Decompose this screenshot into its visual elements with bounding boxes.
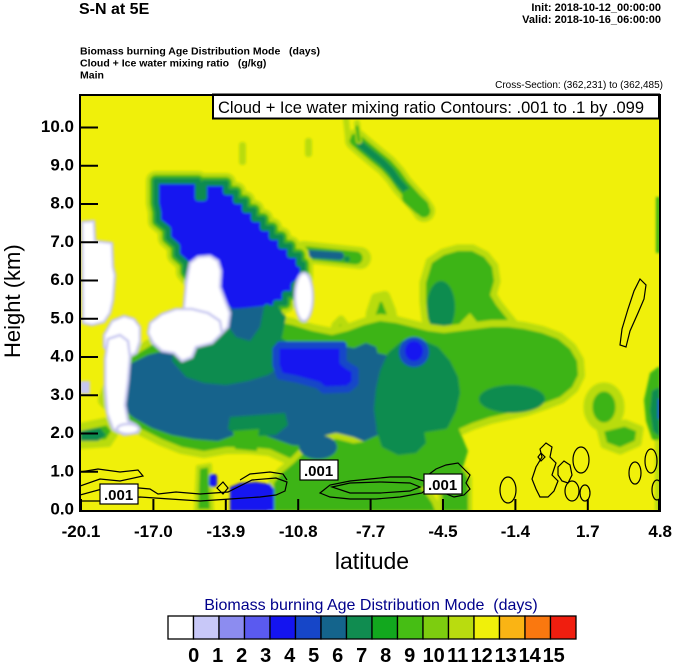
svg-text:Cloud + Ice water mixing ratio: Cloud + Ice water mixing ratio (g/kg) <box>80 58 266 70</box>
svg-text:4: 4 <box>284 645 296 667</box>
svg-text:.001: .001 <box>304 463 333 480</box>
svg-text:-10.8: -10.8 <box>279 522 318 541</box>
svg-text:10.0: 10.0 <box>41 117 74 136</box>
svg-text:S-N at 5E: S-N at 5E <box>79 1 150 18</box>
svg-text:15: 15 <box>543 645 565 667</box>
svg-text:9.0: 9.0 <box>50 155 74 174</box>
svg-text:-13.9: -13.9 <box>206 522 245 541</box>
svg-text:Biomass burning Age Distributi: Biomass burning Age Distribution Mode (d… <box>204 597 538 614</box>
svg-text:10: 10 <box>423 645 445 667</box>
svg-text:3.0: 3.0 <box>50 385 74 404</box>
svg-text:6.0: 6.0 <box>50 270 74 289</box>
svg-text:Biomass burning Age Distributi: Biomass burning Age Distribution Mode (d… <box>80 46 320 58</box>
svg-text:4.0: 4.0 <box>50 347 74 366</box>
svg-text:-7.7: -7.7 <box>356 522 385 541</box>
svg-text:Main: Main <box>80 70 104 82</box>
svg-text:6: 6 <box>332 645 343 667</box>
svg-text:7: 7 <box>356 645 367 667</box>
svg-text:12: 12 <box>471 645 493 667</box>
svg-text:.001: .001 <box>104 487 133 504</box>
svg-text:.001: .001 <box>428 477 457 494</box>
svg-text:3: 3 <box>260 645 271 667</box>
svg-text:-17.0: -17.0 <box>134 522 173 541</box>
svg-text:-20.1: -20.1 <box>62 522 101 541</box>
svg-text:Valid: 2018-10-16_06:00:00: Valid: 2018-10-16_06:00:00 <box>522 14 661 26</box>
svg-text:0: 0 <box>188 645 199 667</box>
svg-text:8: 8 <box>380 645 391 667</box>
svg-text:5.0: 5.0 <box>50 308 74 327</box>
svg-text:latitude: latitude <box>335 548 409 574</box>
svg-text:7.0: 7.0 <box>50 232 74 251</box>
svg-text:2: 2 <box>236 645 247 667</box>
svg-text:Height (km): Height (km) <box>0 244 25 358</box>
svg-text:14: 14 <box>519 645 542 667</box>
svg-text:5: 5 <box>308 645 319 667</box>
svg-text:1.0: 1.0 <box>50 461 74 480</box>
svg-text:2.0: 2.0 <box>50 423 74 442</box>
svg-text:-4.5: -4.5 <box>428 522 457 541</box>
svg-text:11: 11 <box>447 645 468 667</box>
svg-text:9: 9 <box>404 645 415 667</box>
svg-text:8.0: 8.0 <box>50 194 74 213</box>
svg-text:Cross-Section: (362,231) to (3: Cross-Section: (362,231) to (362,485) <box>495 80 663 91</box>
svg-text:13: 13 <box>495 645 517 667</box>
svg-text:1: 1 <box>212 645 223 667</box>
svg-text:0.0: 0.0 <box>50 500 74 519</box>
svg-text:4.8: 4.8 <box>648 522 672 541</box>
svg-text:Init: 2018-10-12_00:00:00: Init: 2018-10-12_00:00:00 <box>531 2 661 14</box>
svg-text:Cloud + Ice water mixing ratio: Cloud + Ice water mixing ratio Contours:… <box>218 99 644 117</box>
svg-text:-1.4: -1.4 <box>501 522 531 541</box>
svg-text:1.7: 1.7 <box>576 522 600 541</box>
